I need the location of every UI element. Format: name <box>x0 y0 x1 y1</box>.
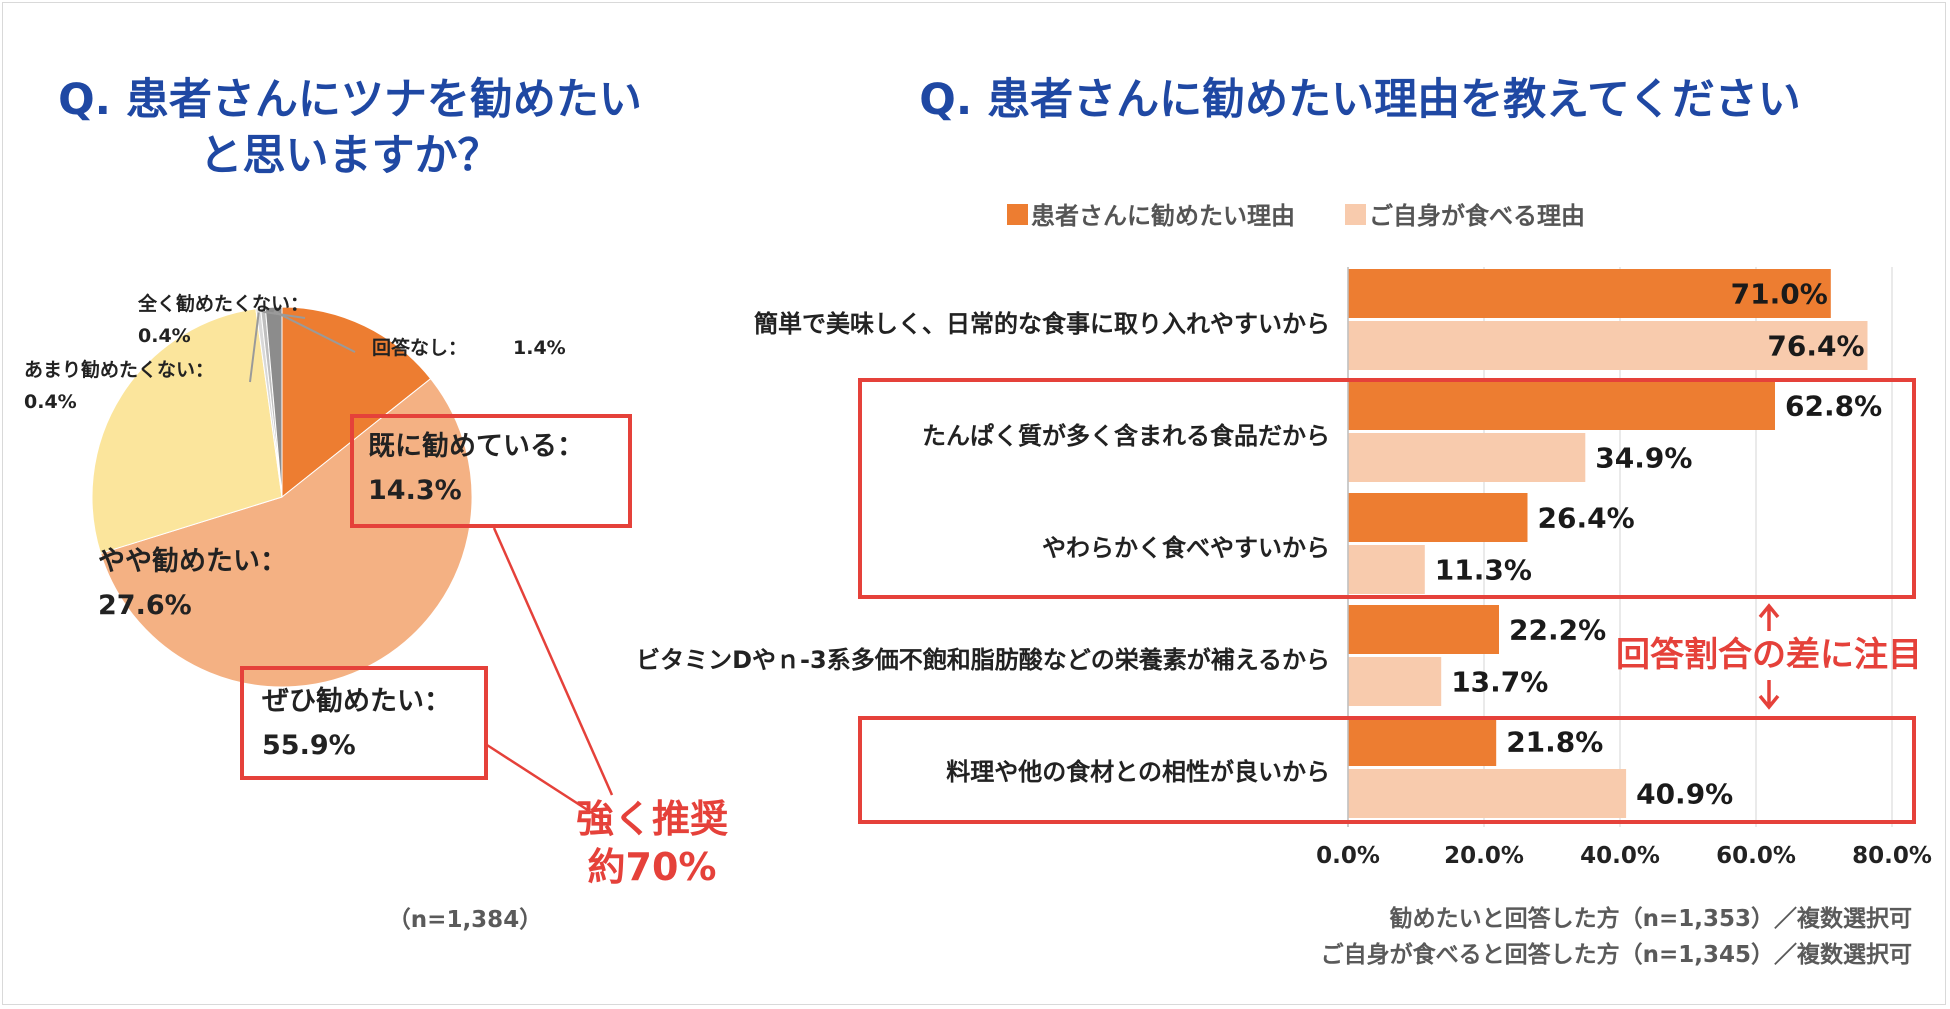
pie-annotation-line-1: 強く推奨 <box>576 797 728 841</box>
pie-leader-line-5 <box>273 310 356 353</box>
pie-title-line-2: と思いますか？ <box>199 131 501 181</box>
bar-highlight-box-group-2 <box>858 716 1916 824</box>
legend-swatch-1 <box>1345 204 1366 225</box>
pie-pointer-line-1 <box>492 527 614 796</box>
bar-xtick-label-1: 20.0% <box>1444 843 1524 869</box>
bar-s0-3 <box>1348 605 1499 654</box>
pie-sample-note: （n=1,384） <box>387 907 543 933</box>
bar-value-label-s0-3: 22.2% <box>1509 614 1606 647</box>
bar-category-label-0: 簡単で美味しく、日常的な食事に取り入れやすいから <box>754 310 1330 338</box>
annotation-arrow-down <box>1758 680 1780 710</box>
pie-leader-line-3 <box>249 312 260 383</box>
pie-label-value-4: 0.4% <box>138 325 191 347</box>
bar-category-label-4: 料理や他の食材との相性が良いから <box>946 758 1330 786</box>
pie-slice-1 <box>99 377 473 688</box>
bar-s0-4 <box>1348 717 1497 766</box>
pie-label-name-1: ぜひ勧めたい： <box>262 685 451 717</box>
bar-s1-4 <box>1348 769 1627 818</box>
bar-s1-2 <box>1348 545 1425 594</box>
pie-label-name-3: あまり勧めたくない： <box>24 358 214 381</box>
pie-pointer-line-2 <box>486 743 601 820</box>
bar-value-label-s1-1: 34.9% <box>1595 442 1692 475</box>
bar-annotation-text: 回答割合の差に注目 <box>1616 635 1922 675</box>
bar-s0-2 <box>1348 493 1528 542</box>
pie-highlight-box-definitely <box>240 666 488 780</box>
bar-s0-0 <box>1348 269 1831 318</box>
bar-value-label-s0-0: 71.0% <box>1731 278 1828 311</box>
bar-value-label-s1-4: 40.9% <box>1636 778 1733 811</box>
bar-s0-1 <box>1348 381 1775 430</box>
legend-label-1: ご自身が食べる理由 <box>1369 202 1585 230</box>
pie-title-line-1: Q. 患者さんにツナを勧めたい <box>58 75 642 125</box>
pie-chart-title: Q. 患者さんにツナを勧めたい と思いますか？ <box>0 72 700 184</box>
bar-category-label-3: ビタミンDやｎ-3系多価不飽和脂肪酸などの栄養素が補えるから <box>636 646 1330 674</box>
bar-s1-1 <box>1348 433 1586 482</box>
legend-swatch-0 <box>1007 204 1028 225</box>
bar-value-label-s1-3: 13.7% <box>1451 666 1548 699</box>
legend-label-0: 患者さんに勧めたい理由 <box>1031 202 1295 230</box>
bar-s1-3 <box>1348 657 1442 706</box>
pie-label-value-1: 55.9% <box>262 730 356 761</box>
pie-label-value-0: 14.3% <box>368 475 462 506</box>
pie-leader-line-4 <box>263 310 306 319</box>
pie-label-value-5: 1.4% <box>513 337 566 359</box>
bar-note-1: 勧めたいと回答した方（n=1,353）／複数選択可 <box>1389 906 1912 932</box>
bar-s1-0 <box>1348 321 1868 370</box>
pie-label-name-2: やや勧めたい： <box>98 545 287 577</box>
bar-category-label-2: やわらかく食べやすいから <box>1042 534 1330 562</box>
bar-xtick-label-4: 80.0% <box>1852 843 1932 869</box>
bar-value-label-s1-0: 76.4% <box>1767 330 1864 363</box>
bar-category-label-1: たんぱく質が多く含まれる食品だから <box>922 422 1330 450</box>
pie-label-name-4: 全く勧めたくない： <box>137 292 309 315</box>
pie-label-value-2: 27.6% <box>98 590 192 621</box>
pie-slice-0 <box>281 306 432 499</box>
bar-xtick-label-0: 0.0% <box>1316 843 1380 869</box>
pie-slice-5 <box>264 306 283 498</box>
pie-highlight-box-already <box>350 414 632 528</box>
annotation-arrow-up <box>1758 603 1780 631</box>
bar-value-label-s0-1: 62.8% <box>1785 390 1882 423</box>
pie-label-name-5: 回答なし： <box>372 336 467 359</box>
pie-annotation-line-2: 約70% <box>588 845 717 889</box>
bar-highlight-box-group-1 <box>858 378 1916 599</box>
bar-note-2: ご自身が食べると回答した方（n=1,345）／複数選択可 <box>1320 942 1912 968</box>
bar-value-label-s0-4: 21.8% <box>1506 726 1603 759</box>
pie-slice-2 <box>91 308 283 555</box>
bar-xtick-label-3: 60.0% <box>1716 843 1796 869</box>
bar-value-label-s0-2: 26.4% <box>1538 502 1635 535</box>
pie-label-value-3: 0.4% <box>24 391 77 413</box>
pie-label-name-0: 既に勧めている： <box>368 430 584 462</box>
bar-xtick-label-2: 40.0% <box>1580 843 1660 869</box>
bar-chart-title: Q. 患者さんに勧めたい理由を教えてください <box>919 75 1801 125</box>
bar-value-label-s1-2: 11.3% <box>1435 554 1532 587</box>
